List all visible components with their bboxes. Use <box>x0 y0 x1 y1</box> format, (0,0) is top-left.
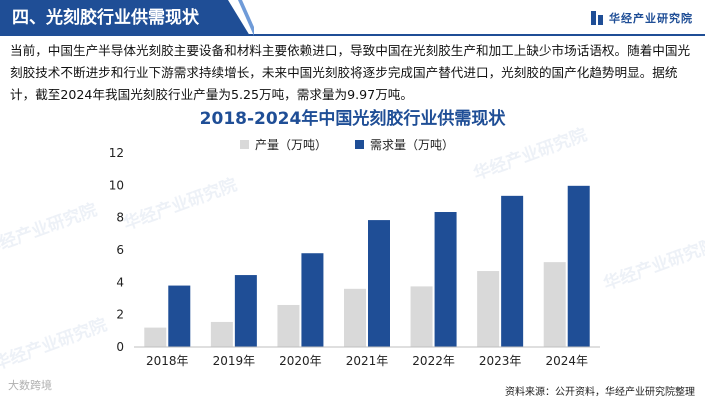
bar-demand-2 <box>301 253 324 347</box>
bar-production-3 <box>344 288 366 347</box>
bar-production-4 <box>410 286 433 347</box>
y-tick-label: 0 <box>116 340 124 354</box>
header-bar: 四、光刻胶行业供需现状 华经产业研究院 <box>0 0 705 36</box>
y-tick-label: 8 <box>116 211 124 225</box>
legend-swatch-production <box>240 139 249 149</box>
bar-production-0 <box>144 327 167 347</box>
bars <box>144 185 590 347</box>
bar-demand-3 <box>368 220 390 347</box>
x-tick-label: 2021年 <box>346 354 389 368</box>
x-axis: 2018年 2019年 2020年 2021年 2022年 2023年 2024年 <box>134 346 600 368</box>
y-tick-label: 4 <box>116 275 124 289</box>
legend-item-production: 产量（万吨） <box>240 136 327 152</box>
brand-logo-icon <box>591 11 603 25</box>
y-tick-label: 12 <box>109 146 124 160</box>
x-tick-label: 2018年 <box>146 354 189 368</box>
brand-name: 华经产业研究院 <box>609 12 693 25</box>
footer-logo: 大数跨境 <box>8 379 52 392</box>
bar-production-6 <box>543 262 566 347</box>
legend-swatch-demand <box>355 139 365 149</box>
bar-demand-5 <box>501 195 524 347</box>
bar-production-1 <box>210 321 233 347</box>
x-tick-label: 2024年 <box>545 354 588 368</box>
chart-legend: 产量（万吨） 需求量（万吨） <box>240 136 454 152</box>
bar-production-2 <box>277 304 300 347</box>
x-tick-label: 2020年 <box>279 354 322 368</box>
bar-demand-0 <box>168 285 191 347</box>
x-tick-label: 2022年 <box>412 354 455 368</box>
intro-paragraph: 当前，中国生产半导体光刻胶主要设备和材料主要依赖进口，导致中国在光刻胶生产和加工… <box>10 43 691 102</box>
legend-label-production: 产量（万吨） <box>255 137 328 152</box>
y-tick-label: 10 <box>109 178 124 192</box>
x-tick-label: 2019年 <box>213 354 256 368</box>
legend-label-demand: 需求量（万吨） <box>370 137 455 152</box>
brand: 华经产业研究院 <box>591 8 693 28</box>
section-title: 四、光刻胶行业供需现状 <box>0 0 250 36</box>
x-tick-label: 2023年 <box>479 354 522 368</box>
y-tick-label: 6 <box>116 243 124 257</box>
y-tick-label: 2 <box>116 308 124 322</box>
legend-item-demand: 需求量（万吨） <box>355 136 454 152</box>
bar-demand-6 <box>567 185 590 347</box>
bar-demand-1 <box>234 275 257 347</box>
source-note: 资料来源：公开资料，华经产业研究院整理 <box>505 387 695 398</box>
chart-title: 2018-2024年中国光刻胶行业供需现状 <box>199 109 506 129</box>
bar-production-5 <box>477 271 500 347</box>
y-axis: 0 2 4 6 8 10 12 <box>109 146 124 354</box>
bar-demand-4 <box>434 212 457 347</box>
